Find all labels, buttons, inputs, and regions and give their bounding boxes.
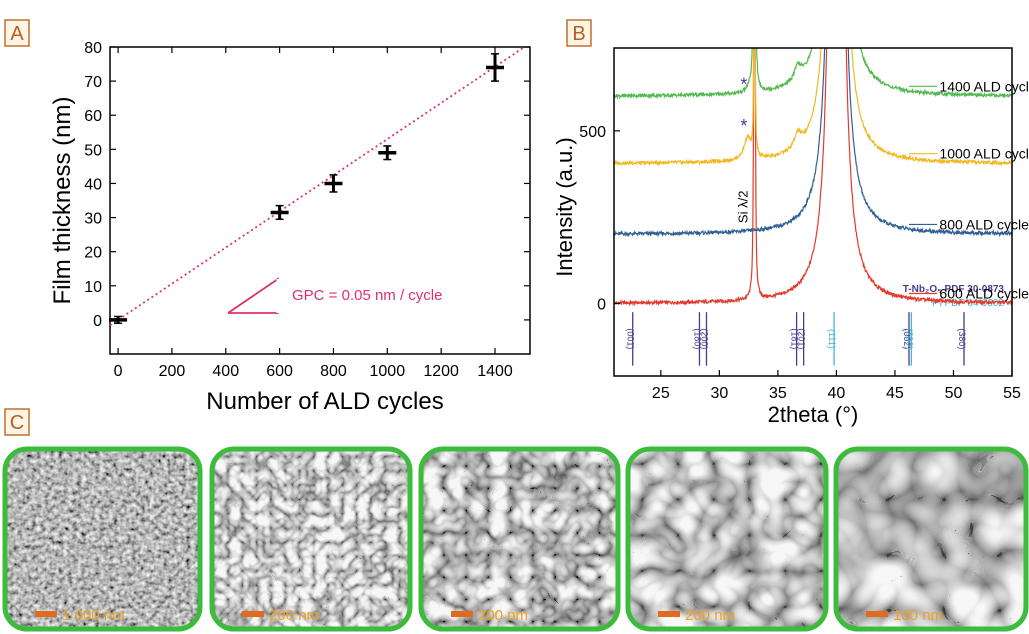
panel-label-a-frame [4, 19, 30, 47]
y-tick-label-a: 40 [84, 176, 102, 193]
reference-label-5: (111) [827, 329, 837, 349]
reference-label-3: (181) [790, 328, 800, 349]
scale-label-5: 100 nm [893, 607, 943, 624]
panel-label-a: A [10, 23, 24, 45]
reference-label-7: (200) [904, 328, 914, 349]
reference-label-4: (201) [797, 328, 807, 349]
reference-label-2: (200) [699, 328, 709, 349]
sem-frame-1 [209, 446, 413, 632]
plot-frame-a [109, 46, 531, 355]
y-tick-label-a: 0 [93, 313, 102, 330]
x-tick-label-b: 35 [769, 385, 787, 402]
sem-content-3 [628, 449, 826, 629]
xrd-series-3 [614, 48, 1012, 100]
panel-label-c: C [10, 412, 24, 434]
sem-image-5: 100 nm [833, 446, 1029, 632]
legend-label-0: 600 ALD cycles [939, 285, 1029, 301]
scale-label-4: 200 nm [685, 607, 735, 624]
x-tick-label-a: 1000 [370, 363, 406, 380]
legend-label-3: 1400 ALD cycles [939, 78, 1029, 94]
scale-label-1: 1 000 nm [62, 607, 125, 624]
sem-image-1: 1 000 nm [2, 446, 203, 632]
panel-label-b-frame [566, 19, 592, 47]
xrd-series-0 [614, 48, 1012, 307]
x-tick-label-b: 50 [945, 385, 963, 402]
xrd-series-2 [614, 48, 1012, 167]
scale-bar-3 [451, 611, 473, 617]
sem-content-2 [421, 449, 618, 629]
sem-frame-4 [833, 446, 1029, 632]
reference-label-0: (001) [626, 328, 636, 349]
y-tick-label-a: 20 [84, 245, 102, 262]
x-tick-label-a: 800 [320, 363, 347, 380]
sem-texture-3 [628, 449, 826, 629]
scale-bar-2 [242, 611, 264, 617]
y-tick-label-a: 80 [84, 40, 102, 57]
panel-label-c-frame [4, 408, 30, 436]
reference-title-nb2o5: T-Nb₂O₅ PDF 30-0873 [903, 284, 1005, 295]
sem-texture-4 [836, 449, 1026, 629]
sem-image-2: 200 nm [209, 446, 413, 632]
panel-a: A 0 200 400 600 800 1000 1200 1400 0 10 20 30 40 50 60 7… [4, 19, 531, 415]
sem-texture-0 [5, 449, 200, 629]
x-tick-label-a: 400 [212, 363, 239, 380]
reference-label-6: (002) [902, 328, 912, 349]
gpc-annotation: GPC = 0.05 nm / cycle [292, 287, 442, 304]
x-tick-label-b: 40 [828, 385, 846, 402]
asterisk-1400: * [740, 74, 747, 94]
fit-line-a [109, 46, 525, 327]
y-axis-label-b: Intensity (a.u.) [552, 137, 577, 276]
panel-b: B(001) (180)(200) (181)(201) (111) (002)(200… [552, 19, 1029, 427]
y-tick-label-a: 60 [84, 108, 102, 125]
slope-triangle-icon [227, 277, 279, 314]
panel-c: C 1 000 nm 200 nm 200 nm 200 nm 100 nm [2, 408, 1029, 632]
x-tick-label-a: 1200 [423, 363, 459, 380]
plot-frame-b [613, 47, 1013, 377]
reference-label-1: (180) [692, 328, 702, 349]
sem-content-0 [5, 449, 200, 629]
sem-image-4: 200 nm [625, 446, 829, 632]
scale-label-2: 200 nm [269, 607, 319, 624]
legend-label-2: 1000 ALD cycles [939, 146, 1029, 162]
y-tick-label-b: 500 [579, 124, 606, 141]
x-tick-label-a: 1400 [477, 363, 513, 380]
panel-label-b: B [572, 23, 585, 45]
sem-frame-0 [2, 446, 203, 632]
scale-label-3: 200 nm [478, 607, 528, 624]
x-tick-label-a: 0 [114, 363, 123, 380]
sem-image-3: 200 nm [418, 446, 621, 632]
sem-content-1 [212, 449, 410, 629]
x-tick-label-b: 30 [710, 385, 728, 402]
x-tick-label-b: 25 [652, 385, 670, 402]
si-annotation: Si λ/2 [735, 191, 750, 224]
curves-b [614, 48, 1012, 307]
sem-frame-2 [418, 446, 621, 632]
sem-frame-3 [625, 446, 829, 632]
x-tick-label-a: 200 [159, 363, 186, 380]
y-tick-label-b: 0 [597, 296, 606, 313]
sem-texture-1 [212, 449, 410, 629]
asterisk-1000: * [740, 116, 747, 136]
scale-bar-4 [658, 611, 680, 617]
y-axis-label-a: Film thickness (nm) [49, 96, 76, 304]
x-axis-label-b: 2theta (°) [768, 402, 859, 427]
xrd-series-1 [614, 48, 1012, 238]
sem-texture-2 [421, 449, 618, 629]
scale-bar-1 [35, 611, 57, 617]
x-tick-label-a: 600 [266, 363, 293, 380]
y-tick-label-a: 30 [84, 211, 102, 228]
reference-label-8: (380) [957, 328, 967, 349]
y-tick-label-a: 50 [84, 142, 102, 159]
sem-content-4 [836, 449, 1026, 629]
x-axis-label-a: Number of ALD cycles [206, 388, 443, 415]
y-tick-label-a: 10 [84, 279, 102, 296]
scale-bar-5 [866, 611, 888, 617]
legend-label-1: 800 ALD cycles [939, 216, 1029, 232]
y-tick-label-a: 70 [84, 74, 102, 91]
x-tick-label-b: 45 [886, 385, 904, 402]
x-tick-label-b: 55 [1003, 385, 1021, 402]
